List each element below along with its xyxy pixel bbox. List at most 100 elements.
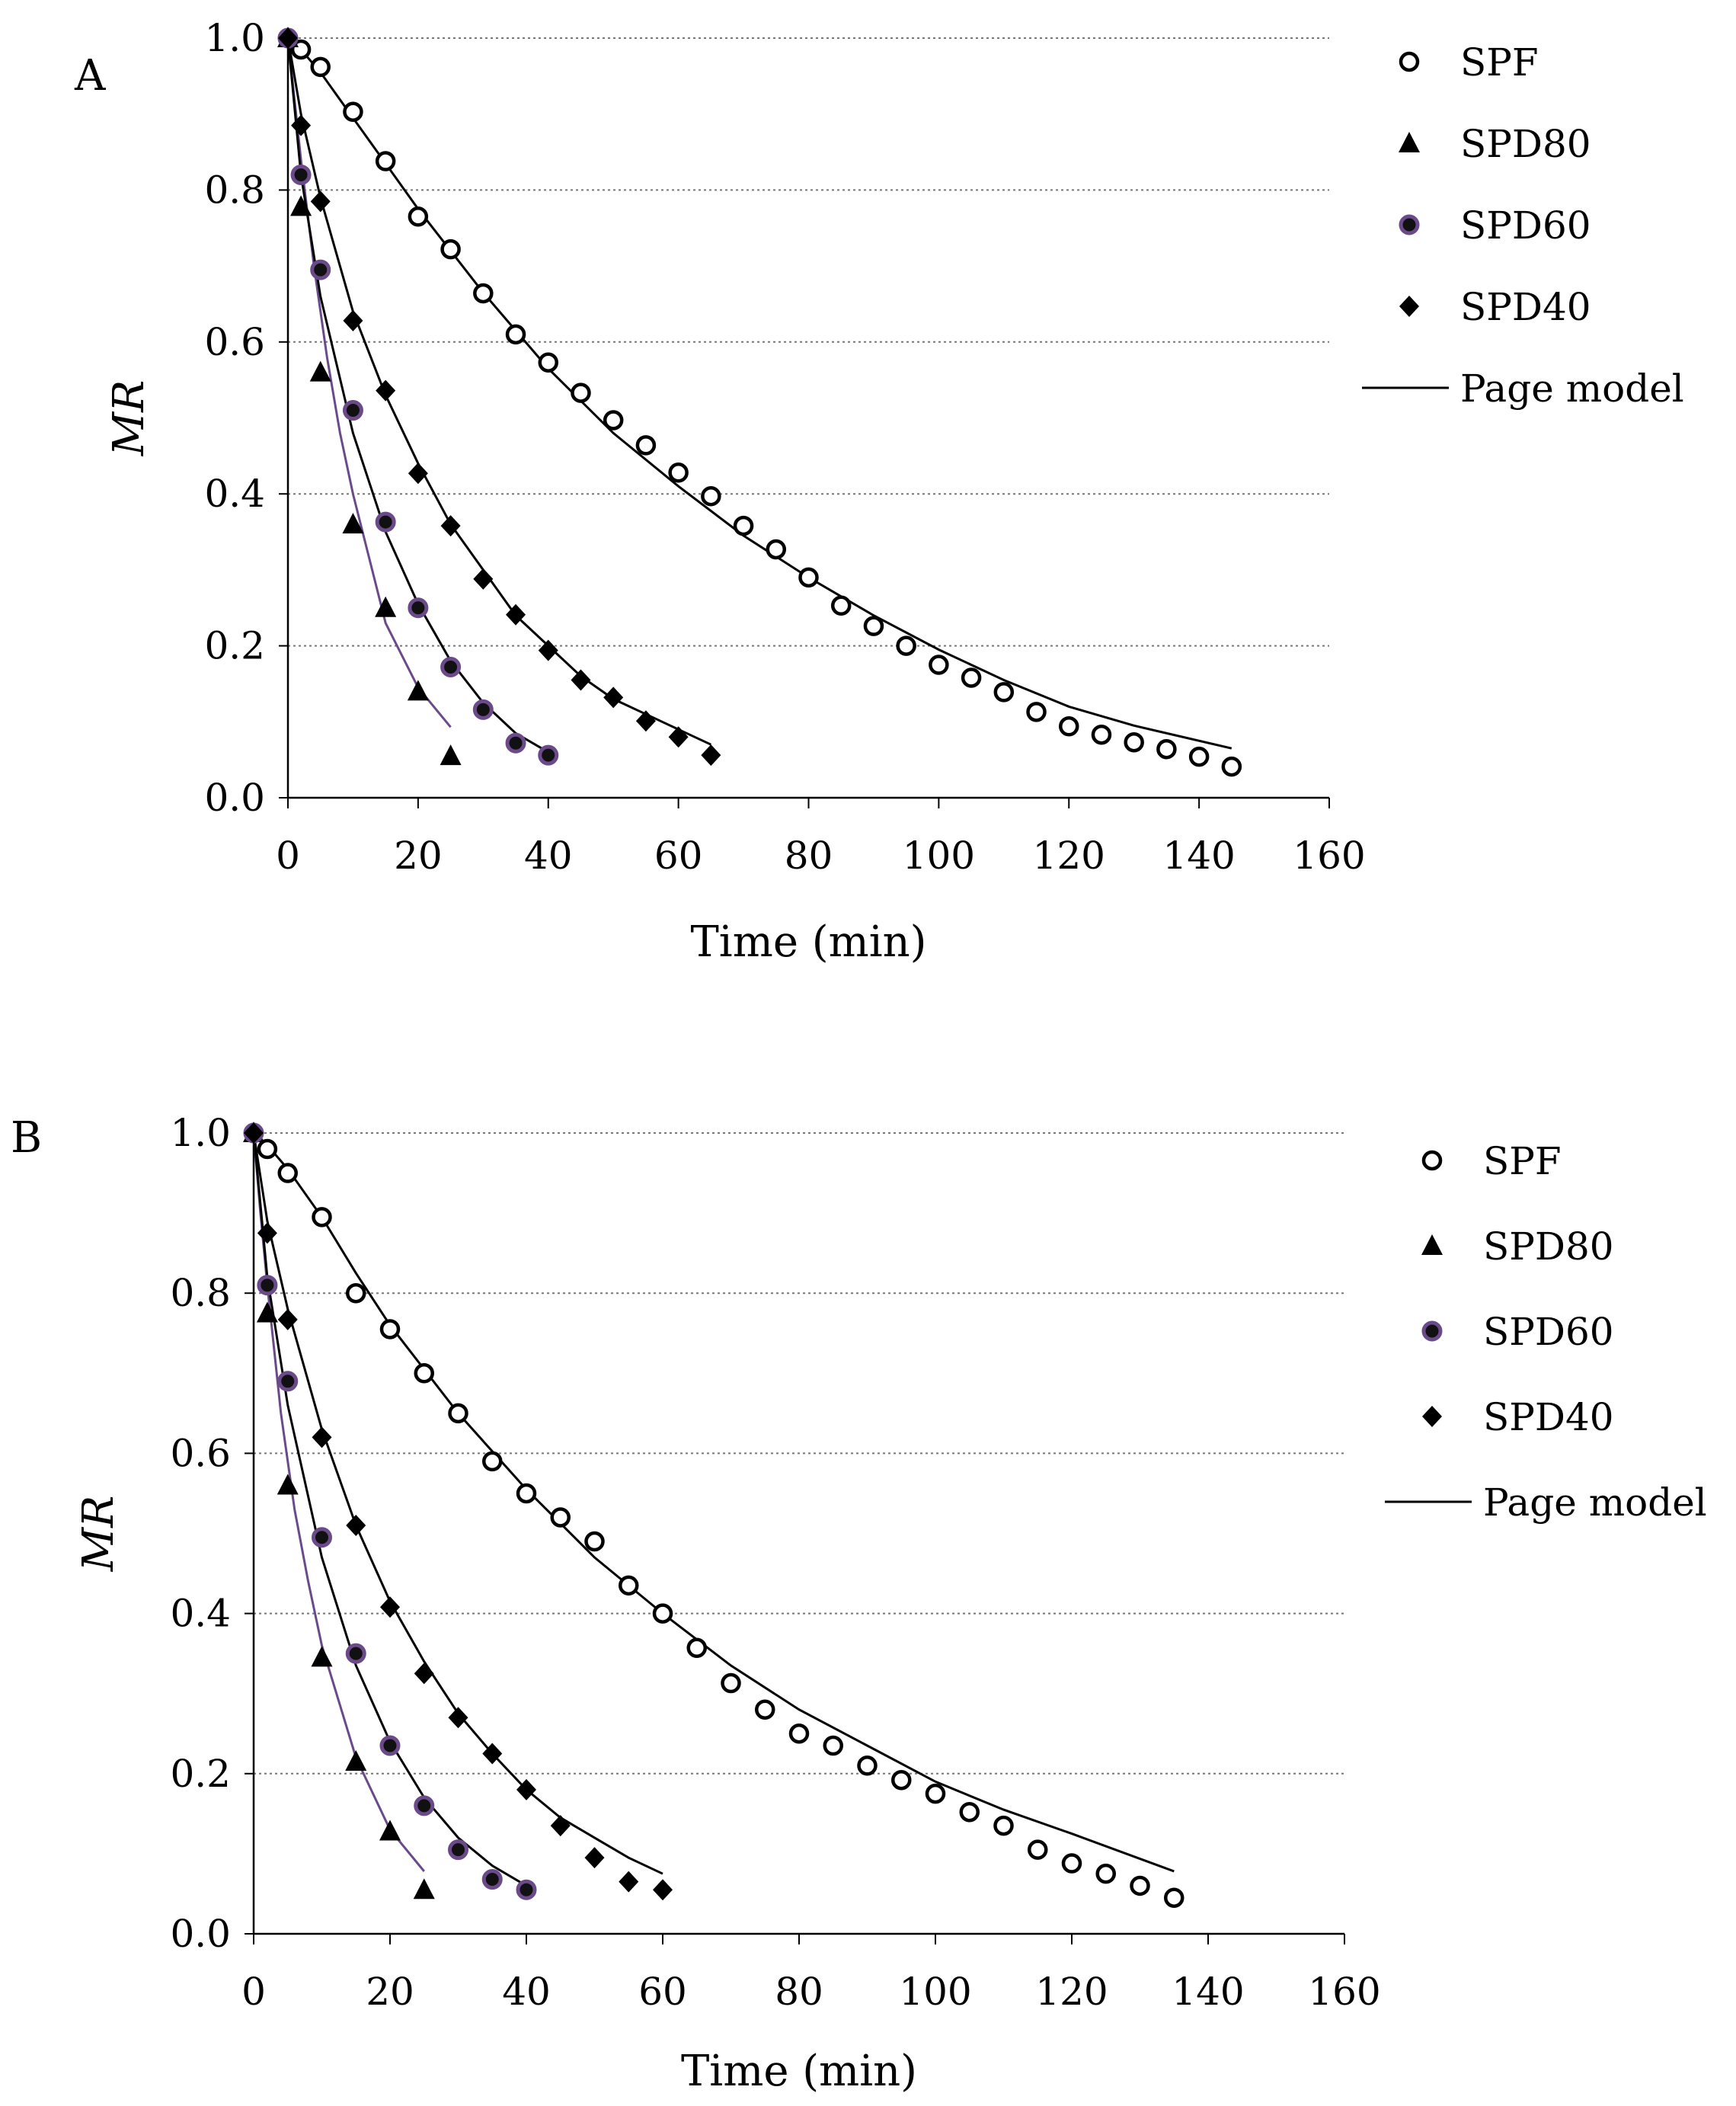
data-point-spd40 xyxy=(257,1222,277,1244)
data-point-spf xyxy=(896,635,916,656)
data-point-spf xyxy=(993,682,1015,703)
data-point-spf xyxy=(516,1483,537,1504)
x-tick-label: 80 xyxy=(785,834,833,878)
x-tick-label: 40 xyxy=(524,834,573,878)
data-point-spd60 xyxy=(342,400,363,421)
data-point-spd40 xyxy=(448,1707,468,1729)
data-point-spd40 xyxy=(408,462,428,485)
data-point-spd40 xyxy=(440,515,461,537)
data-point-spd80 xyxy=(311,1646,333,1667)
data-point-spf xyxy=(721,1672,741,1694)
data-point-spf xyxy=(584,1531,605,1552)
legend-label: SPF xyxy=(1460,40,1539,85)
data-point-spd60 xyxy=(516,1879,537,1900)
data-point-spf xyxy=(788,1724,810,1744)
legend-label: SPF xyxy=(1483,1139,1562,1183)
data-point-spd60 xyxy=(481,1869,503,1890)
y-axis-title: MR xyxy=(104,380,154,457)
data-point-spf xyxy=(1221,756,1242,777)
data-point-spd40 xyxy=(653,1879,673,1901)
data-point-spd40 xyxy=(571,669,591,691)
data-point-spf xyxy=(482,1451,503,1472)
data-point-spf xyxy=(448,1403,468,1424)
x-tick-label: 100 xyxy=(899,1970,971,2014)
data-point-spd60 xyxy=(448,1839,468,1861)
data-point-spd60 xyxy=(408,597,429,619)
y-tick-label: 0.2 xyxy=(204,624,265,668)
data-point-spf xyxy=(473,283,494,304)
legend-marker-spd60 xyxy=(1421,1320,1443,1342)
model-line-spd60 xyxy=(286,37,549,754)
x-tick-label: 60 xyxy=(654,834,703,878)
data-point-spd40 xyxy=(584,1847,605,1869)
data-point-spf xyxy=(538,352,558,373)
data-point-spd80 xyxy=(342,513,364,534)
x-tick-label: 160 xyxy=(1293,834,1365,878)
series-spd40 xyxy=(244,1122,673,1901)
x-tick-label: 120 xyxy=(1035,1970,1108,2014)
data-point-spd60 xyxy=(505,732,526,754)
data-point-spf xyxy=(1059,716,1079,737)
data-point-spd80 xyxy=(440,744,462,766)
x-tick-label: 100 xyxy=(903,834,975,878)
data-point-spf xyxy=(961,667,982,688)
data-point-spd60 xyxy=(277,1371,299,1392)
data-point-spf xyxy=(635,435,657,456)
data-point-spd40 xyxy=(668,726,689,748)
data-point-spd40 xyxy=(473,568,494,590)
data-point-spf xyxy=(686,1637,707,1659)
data-point-spf xyxy=(375,151,396,171)
data-point-spd60 xyxy=(257,1275,278,1296)
data-point-spf xyxy=(766,539,787,560)
chart-panel-a: 0.0 0.2 0.4 0.6 0.8 1.0 0 20 40 60 80 100 120 140 160 T… xyxy=(74,16,1684,967)
series-spf xyxy=(277,27,1242,777)
data-point-spf xyxy=(891,1769,912,1791)
data-point-spf xyxy=(408,206,429,227)
data-point-spf xyxy=(257,1138,278,1160)
data-point-spf xyxy=(1124,731,1144,753)
model-line-spf xyxy=(287,37,1232,750)
panel-label: B xyxy=(11,1113,42,1163)
data-point-spd40 xyxy=(244,1122,264,1144)
data-point-spd40 xyxy=(414,1663,434,1685)
y-tick-label: 0.0 xyxy=(170,1912,231,1956)
data-point-spd40 xyxy=(277,1308,298,1330)
y-tick-label: 0.8 xyxy=(204,168,265,212)
data-point-spd60 xyxy=(345,1643,366,1664)
data-point-spd40 xyxy=(380,1596,400,1618)
series-spd60 xyxy=(277,27,559,766)
data-point-spf xyxy=(440,238,461,260)
data-point-spf xyxy=(733,515,754,536)
x-tick-label: 120 xyxy=(1033,834,1105,878)
x-axis-title: Time (min) xyxy=(681,2047,917,2096)
data-point-spf xyxy=(1156,738,1177,760)
data-point-spd60 xyxy=(310,259,331,280)
data-point-spd60 xyxy=(290,164,312,185)
data-point-spf xyxy=(1164,1887,1185,1908)
data-point-spf xyxy=(755,1699,775,1720)
data-point-spd40 xyxy=(550,1815,571,1837)
data-point-spf xyxy=(603,410,624,430)
y-tick-label: 0.2 xyxy=(170,1752,231,1796)
data-point-spf xyxy=(830,595,852,616)
data-point-spd60 xyxy=(472,699,494,720)
data-point-spf xyxy=(863,616,884,636)
data-point-spf xyxy=(798,567,819,588)
legend-marker-spd80 xyxy=(1421,1234,1443,1255)
data-point-spd40 xyxy=(343,309,363,331)
legend-label: SPD80 xyxy=(1483,1224,1614,1269)
y-tick-label: 0.0 xyxy=(204,776,265,820)
data-point-spd40 xyxy=(603,687,624,709)
data-point-spd60 xyxy=(312,1527,332,1548)
x-tick-label: 160 xyxy=(1308,1970,1380,2014)
legend: SPF SPD80 SPD60 SPD40 Page model xyxy=(1362,40,1684,411)
data-point-spd80 xyxy=(277,1474,299,1495)
data-point-spd80 xyxy=(413,1878,435,1900)
data-point-spd40 xyxy=(516,1778,536,1800)
data-point-spf xyxy=(414,1363,434,1384)
data-point-spf xyxy=(312,1207,332,1227)
legend-marker-spd80 xyxy=(1399,132,1420,152)
data-point-spf xyxy=(857,1756,878,1776)
legend-label: SPD40 xyxy=(1483,1395,1614,1439)
series-spd60 xyxy=(243,1122,537,1900)
